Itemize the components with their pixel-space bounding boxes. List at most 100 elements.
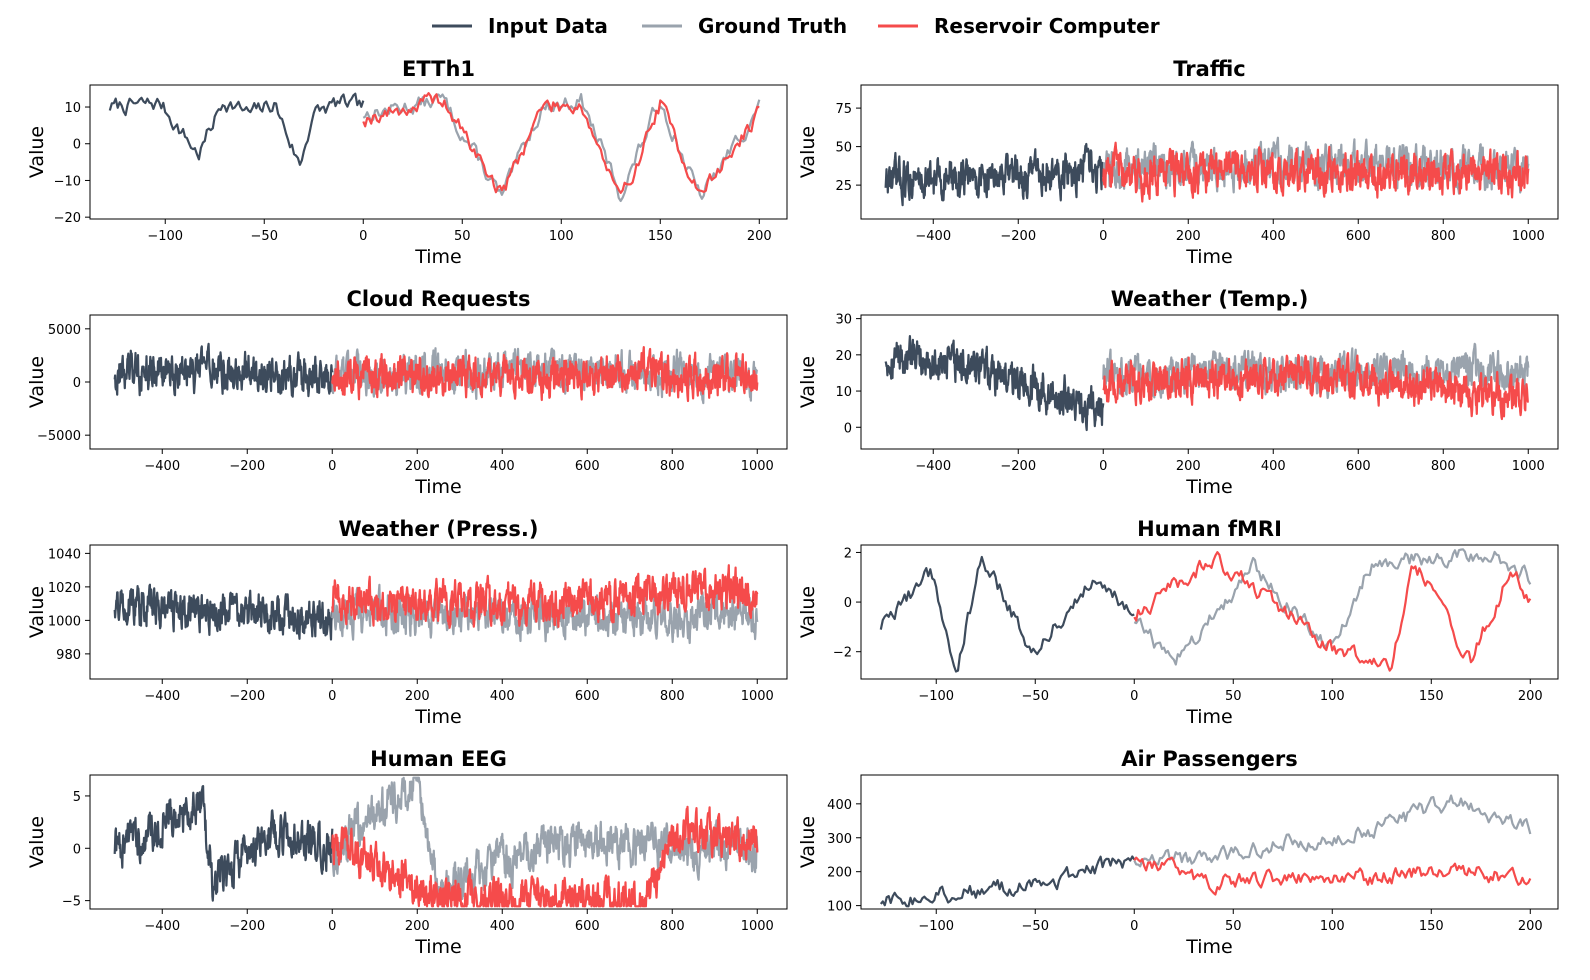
series-line-input <box>884 335 1105 432</box>
x-axis-label: Time <box>414 476 462 498</box>
x-tick-label: −200 <box>229 919 265 934</box>
x-tick-label: 400 <box>490 919 515 934</box>
x-tick-label: 50 <box>1225 689 1242 704</box>
x-tick-label: 400 <box>490 689 515 704</box>
chart-human-fmri: Human fMRI Time Value −100 −50 0 50 100 150 200 −2… <box>797 517 1559 728</box>
y-tick-label: 30 <box>835 313 852 328</box>
x-tick-label: 0 <box>359 229 367 244</box>
y-axis-label: Value <box>797 816 819 868</box>
y-axis-label: Value <box>26 586 48 638</box>
x-tick-label: 200 <box>747 229 772 244</box>
chart-title: Human fMRI <box>1137 517 1282 541</box>
legend-item-input: Input Data <box>432 14 608 38</box>
y-tick-label: 10 <box>64 101 81 116</box>
x-tick-label: 1000 <box>1512 459 1545 474</box>
x-tick-label: 0 <box>328 919 336 934</box>
y-tick-label: 1020 <box>48 581 81 596</box>
x-tick-label: 400 <box>1261 459 1286 474</box>
y-tick-label: 0 <box>73 842 81 857</box>
y-tick-label: 25 <box>835 179 852 194</box>
y-tick-label: 1040 <box>48 547 81 562</box>
x-axis-label: Time <box>1185 476 1233 498</box>
x-axis-label: Time <box>1185 706 1233 728</box>
plot-frame <box>89 84 788 220</box>
plot-frame <box>860 544 1559 680</box>
x-tick-label: 800 <box>660 459 685 474</box>
x-tick-label: −200 <box>229 459 265 474</box>
y-tick-label: −5000 <box>37 429 81 444</box>
x-tick-label: −100 <box>147 229 183 244</box>
x-tick-label: 150 <box>1419 919 1444 934</box>
chart-human-eeg: Human EEG Time Value −400 −200 0 200 400 600 800 1… <box>26 747 788 958</box>
x-tick-label: 0 <box>328 459 336 474</box>
chart-weather-press: Weather (Press.) Time Value −400 −200 0 200 400… <box>26 517 788 728</box>
x-tick-label: 50 <box>454 229 471 244</box>
plot-frame <box>89 544 788 680</box>
x-tick-label: −400 <box>144 919 180 934</box>
y-axis-label: Value <box>797 586 819 638</box>
y-tick-label: 0 <box>73 376 81 391</box>
x-tick-label: −400 <box>915 459 951 474</box>
series-line-rc <box>1133 551 1532 672</box>
x-tick-label: 50 <box>1225 919 1242 934</box>
x-tick-label: −100 <box>918 689 954 704</box>
y-axis-label: Value <box>797 356 819 408</box>
plot-frame <box>860 84 1559 220</box>
x-tick-label: 800 <box>660 919 685 934</box>
y-tick-label: 980 <box>56 648 81 663</box>
x-tick-label: −200 <box>229 689 265 704</box>
chart-air-passengers: Air Passengers Time Value −100 −50 0 50 100 150 2… <box>797 747 1559 958</box>
series-line-rc <box>331 564 759 629</box>
x-tick-label: 800 <box>1431 459 1456 474</box>
y-tick-label: 1000 <box>48 614 81 629</box>
y-tick-label: 400 <box>827 798 852 813</box>
x-tick-label: 1000 <box>741 459 774 474</box>
series-line-input <box>879 855 1136 908</box>
chart-title: Weather (Press.) <box>339 517 539 541</box>
y-tick-label: 300 <box>827 832 852 847</box>
x-tick-label: 200 <box>1518 689 1543 704</box>
x-tick-label: 0 <box>328 689 336 704</box>
series-line-input <box>108 92 365 166</box>
chart-cloud-requests: Cloud Requests Time Value −400 −200 0 200 400 60… <box>26 287 788 498</box>
x-tick-label: 800 <box>1431 229 1456 244</box>
y-axis-label: Value <box>797 126 819 178</box>
legend-label-rc: Reservoir Computer <box>934 14 1160 38</box>
series-line-input <box>879 555 1135 673</box>
x-tick-label: 600 <box>575 689 600 704</box>
y-tick-label: 0 <box>844 596 852 611</box>
x-tick-label: −100 <box>918 919 954 934</box>
legend-item-rc: Reservoir Computer <box>878 14 1160 38</box>
y-tick-label: −5 <box>62 895 81 910</box>
chart-title: Cloud Requests <box>346 287 530 311</box>
x-tick-label: 200 <box>405 459 430 474</box>
x-tick-label: 600 <box>575 459 600 474</box>
chart-traffic: Traffic Time Value −400 −200 0 200 400 600 800 100… <box>797 57 1559 268</box>
series-line-truth <box>1133 548 1532 666</box>
y-tick-label: 0 <box>844 421 852 436</box>
y-axis-label: Value <box>26 816 48 868</box>
y-tick-label: −2 <box>833 646 852 661</box>
y-tick-label: 2 <box>844 546 852 561</box>
y-tick-label: 75 <box>835 102 852 117</box>
x-axis-label: Time <box>1185 936 1233 958</box>
y-tick-label: 0 <box>73 138 81 153</box>
y-tick-label: −10 <box>54 174 81 189</box>
series-line-truth <box>1133 794 1532 868</box>
chart-title: Weather (Temp.) <box>1111 287 1309 311</box>
x-tick-label: 100 <box>1320 919 1345 934</box>
x-tick-label: 150 <box>1419 689 1444 704</box>
x-tick-label: 600 <box>575 919 600 934</box>
x-tick-label: 400 <box>490 459 515 474</box>
x-tick-label: 0 <box>1130 919 1138 934</box>
x-tick-label: 400 <box>1261 229 1286 244</box>
chart-title: ETTh1 <box>402 57 475 81</box>
x-tick-label: 1000 <box>741 689 774 704</box>
series-line-rc <box>1102 141 1530 203</box>
x-tick-label: −50 <box>251 229 278 244</box>
y-tick-label: 50 <box>835 141 852 156</box>
series-line-rc <box>331 346 759 403</box>
series-line-rc <box>362 92 760 194</box>
series-line-truth <box>331 583 759 645</box>
